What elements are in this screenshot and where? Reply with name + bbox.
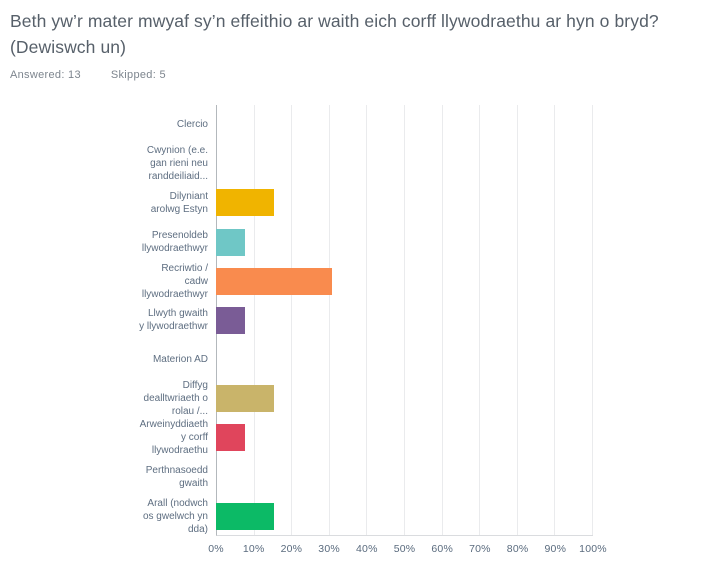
chart-row: Arweinyddiaeth y corff llywodraethu: [10, 418, 610, 457]
bar-cell: [216, 105, 593, 144]
category-label: Dilyniant arolwg Estyn: [150, 190, 208, 215]
bar[interactable]: [216, 306, 245, 334]
bar[interactable]: [216, 424, 245, 452]
question-title: Beth yw’r mater mwyaf sy’n effeithio ar …: [10, 11, 659, 57]
bar-cell: [216, 262, 593, 301]
gridline: [441, 105, 443, 535]
x-axis-tick-label: 30%: [318, 542, 340, 555]
x-axis-tick-label: 80%: [506, 542, 529, 555]
x-axis-tick-label: 60%: [431, 542, 453, 555]
x-axis-tick-label: 70%: [469, 542, 491, 555]
gridline: [253, 105, 255, 535]
category-label: Diffyg dealltwriaeth o rolau /...: [143, 380, 208, 418]
gridline: [516, 105, 518, 535]
gridline: [592, 105, 593, 535]
chart-row: Presenoldeb llywodraethwyr: [10, 223, 610, 262]
answered-count: Answered: 13: [10, 69, 81, 81]
chart-row: Clercio: [10, 105, 610, 144]
category-label: Llwyth gwaith y llywodraethwr: [139, 308, 208, 333]
chart-row: Recriwtio / cadw llywodraethwyr: [10, 262, 610, 301]
gridline: [328, 105, 330, 535]
bar-cell: [216, 144, 593, 183]
bar-cell: [216, 458, 593, 497]
category-label: Materion AD: [152, 354, 208, 366]
gridline: [366, 105, 368, 535]
bar[interactable]: [216, 385, 274, 413]
category-label: Cwynion (e.e. gan rieni neu randdeiliaid…: [146, 145, 208, 183]
x-axis-tick-label: 100%: [579, 542, 607, 555]
bar-cell: [216, 340, 593, 379]
category-label: Arall (nodwch os gwelwch yn dda): [142, 497, 208, 535]
response-meta: Answered: 13 Skipped: 5: [10, 69, 695, 81]
bar[interactable]: [216, 267, 332, 295]
chart-rows: Clercio Cwynion (e.e. gan rieni neu rand…: [10, 105, 610, 536]
x-axis: 0% 10% 20% 30% 40% 50% 60% 70% 80% 90% 1…: [208, 536, 606, 558]
bar[interactable]: [216, 502, 274, 530]
bar[interactable]: [216, 228, 245, 256]
gridline: [404, 105, 405, 535]
category-label: Recriwtio / cadw llywodraethwyr: [141, 262, 208, 300]
chart-row: Perthnasoedd gwaith: [10, 458, 610, 497]
chart-row: Materion AD: [10, 340, 610, 379]
bar-cell: [216, 379, 593, 418]
skipped-count: Skipped: 5: [110, 69, 166, 81]
bar-cell: [216, 301, 593, 340]
x-axis-tick-label: 90%: [544, 542, 567, 555]
bar-cell: [216, 183, 593, 222]
gridline: [554, 105, 556, 535]
x-axis-tick-label: 40%: [355, 542, 378, 555]
x-axis-tick-label: 20%: [280, 542, 303, 555]
x-axis-tick-label: 10%: [242, 542, 265, 555]
category-label: Perthnasoedd gwaith: [145, 465, 208, 490]
gridline: [479, 105, 481, 535]
chart-row: Arall (nodwch os gwelwch yn dda): [10, 497, 610, 536]
chart-row: Cwynion (e.e. gan rieni neu randdeiliaid…: [10, 144, 610, 183]
x-axis-tick-label: 0%: [208, 542, 224, 555]
horizontal-bar-chart: Clercio Cwynion (e.e. gan rieni neu rand…: [10, 105, 610, 558]
bar-cell: [216, 418, 593, 457]
category-label: Clercio: [176, 119, 208, 131]
chart-row: Diffyg dealltwriaeth o rolau /...: [10, 379, 610, 418]
chart-row: Llwyth gwaith y llywodraethwr: [10, 301, 610, 340]
category-label: Presenoldeb llywodraethwyr: [141, 230, 208, 255]
plot-area: Clercio Cwynion (e.e. gan rieni neu rand…: [10, 105, 610, 536]
bar-cell: [216, 497, 593, 536]
bar-cell: [216, 223, 593, 262]
bar[interactable]: [216, 189, 274, 217]
category-label: Arweinyddiaeth y corff llywodraethu: [139, 419, 208, 457]
x-axis-tick-label: 50%: [393, 542, 416, 555]
gridline: [291, 105, 293, 535]
chart-row: Dilyniant arolwg Estyn: [10, 183, 610, 222]
